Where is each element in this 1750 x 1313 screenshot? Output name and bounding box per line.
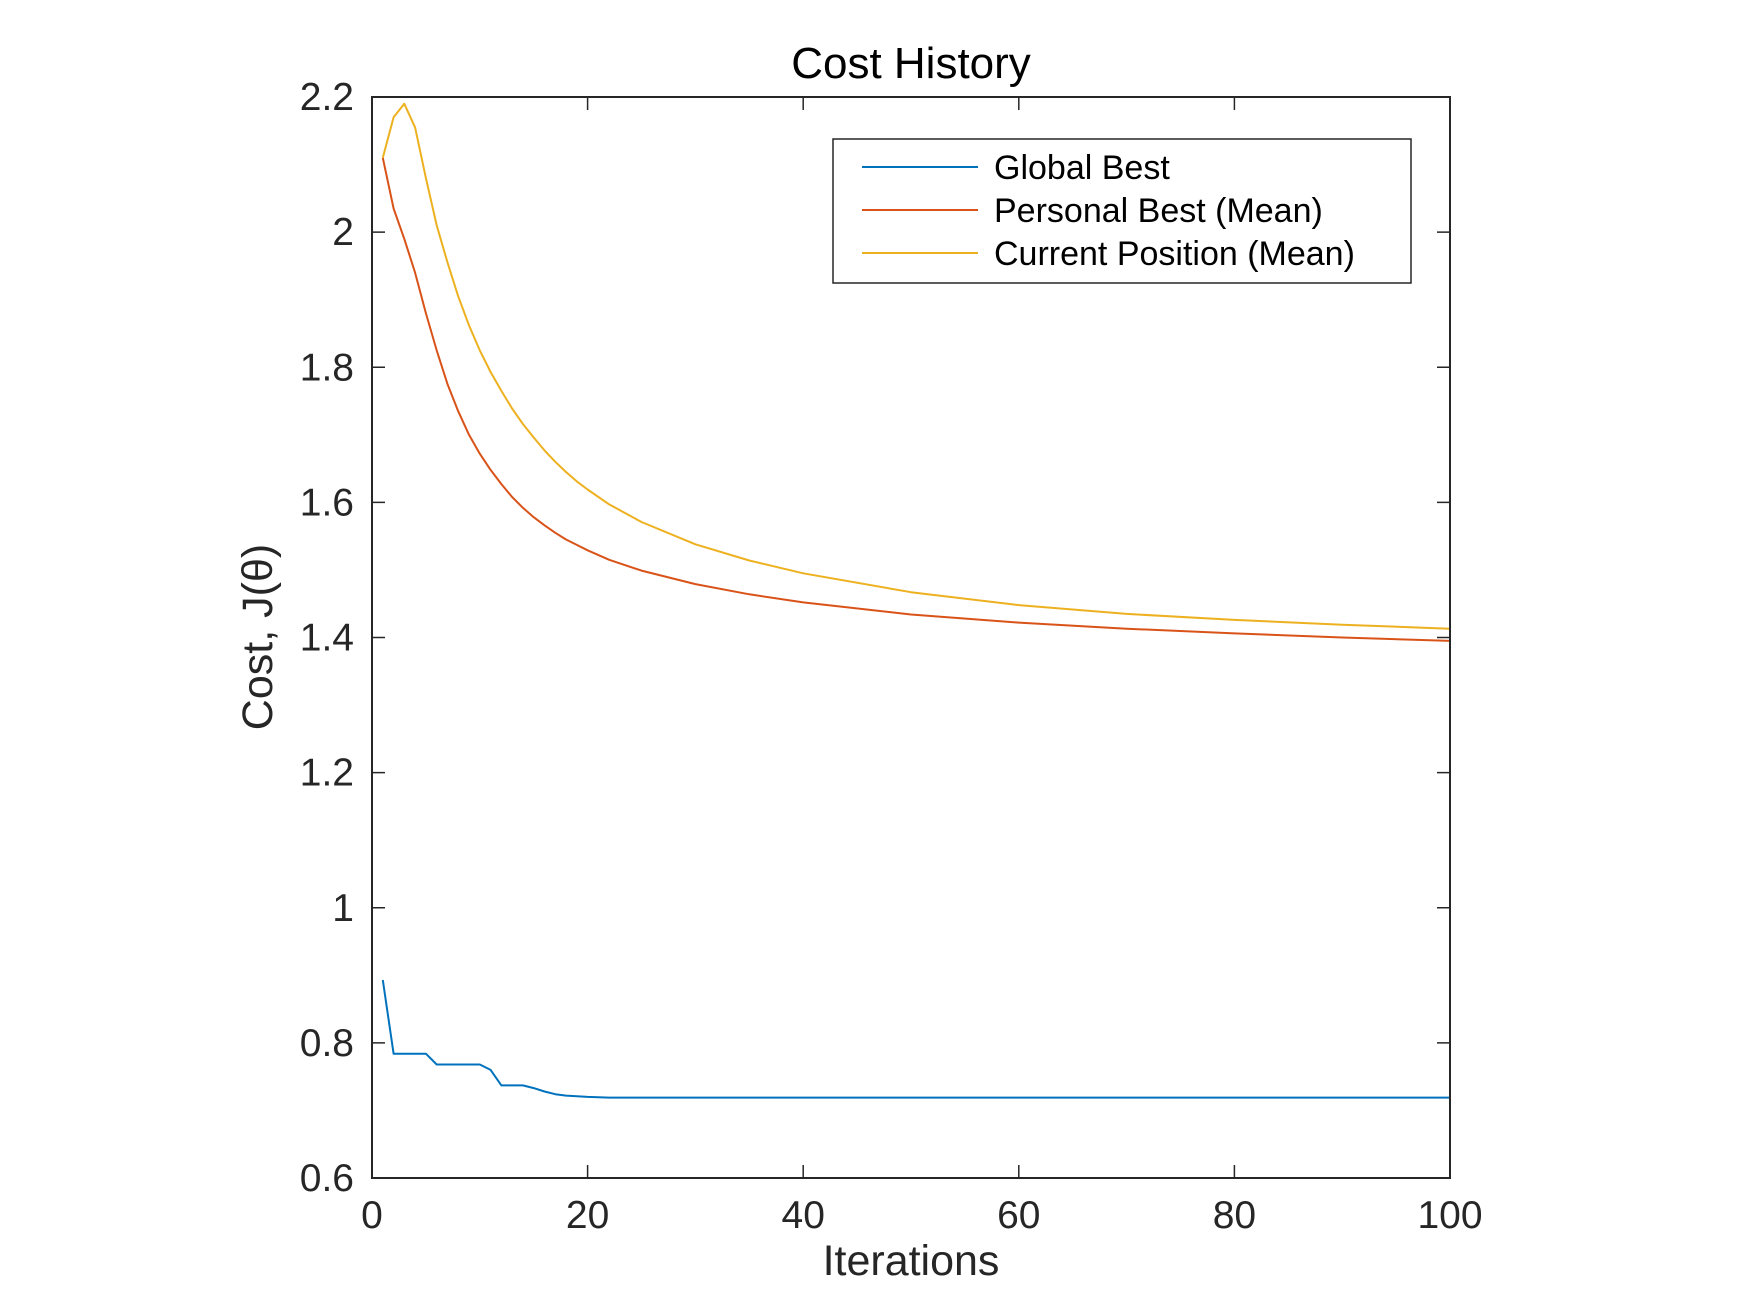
- legend-label-1: Global Best: [994, 149, 1170, 187]
- y-tick-label: 1.4: [300, 617, 354, 660]
- legend-label-2: Personal Best (Mean): [994, 192, 1323, 230]
- y-axis-label: Cost, J(θ): [234, 544, 282, 730]
- series-layer: [381, 102, 1451, 1099]
- y-tick-label: 2.2: [300, 76, 354, 119]
- y-tick-label: 1.6: [300, 481, 354, 524]
- y-tick-label: 0.6: [300, 1157, 354, 1200]
- series-line-3: [381, 102, 1451, 630]
- x-tick-label: 0: [361, 1194, 383, 1237]
- y-tick-label: 1.8: [300, 346, 354, 389]
- x-tick-label: 40: [782, 1194, 825, 1237]
- series-line-1: [381, 979, 1450, 1099]
- y-tick-label: 0.8: [300, 1022, 354, 1065]
- chart-title: Cost History: [791, 39, 1031, 88]
- axes-box: [371, 96, 1451, 1179]
- legend: Global Best Personal Best (Mean) Current P…: [832, 138, 1412, 284]
- y-tick-labels: 0.6 0.8 1 1.2 1.4 1.6 1.8 2 2.2: [300, 76, 354, 1200]
- x-tick-label: 80: [1213, 1194, 1256, 1237]
- x-tick-label: 20: [566, 1194, 609, 1237]
- series-line-2: [381, 157, 1451, 642]
- x-tick-labels: 0 20 40 60 80 100: [361, 1194, 1482, 1237]
- legend-label-3: Current Position (Mean): [994, 235, 1355, 273]
- y-tick-label: 2: [332, 211, 354, 254]
- y-tick-label: 1.2: [300, 752, 354, 795]
- y-tick-label: 1: [332, 887, 354, 930]
- x-tick-label: 100: [1417, 1194, 1482, 1237]
- x-tick-label: 60: [997, 1194, 1040, 1237]
- x-axis-label: Iterations: [823, 1237, 1000, 1285]
